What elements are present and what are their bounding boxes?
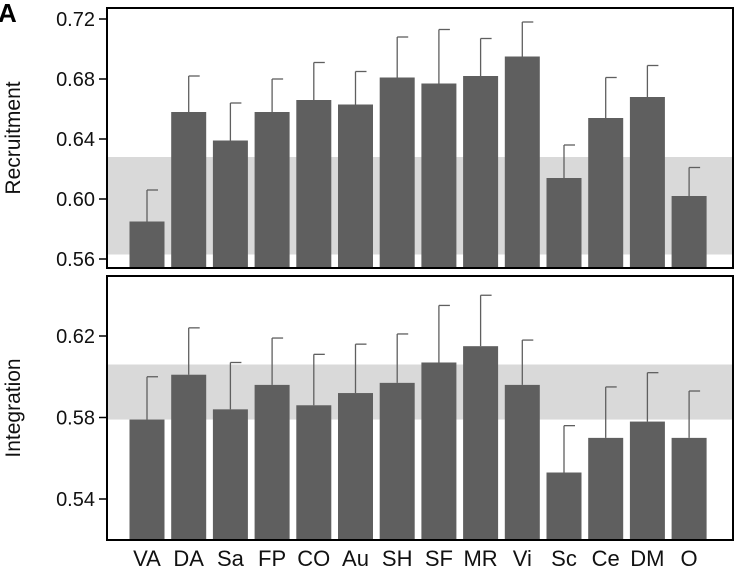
bar-o [671,437,707,540]
category-label-fp: FP [258,546,286,571]
bar-va [129,221,165,268]
category-label-dm: DM [630,546,664,571]
bar-da [171,112,207,268]
bar-o [671,196,707,268]
category-labels: VA DA Sa FP CO Au SH SF MR Vi Sc Ce DM O [133,546,698,571]
bar-sh [379,382,415,540]
bar-au [338,393,373,540]
category-label-sc: Sc [551,546,577,571]
bar-dm [629,421,665,540]
bar-sc [546,178,582,268]
category-label-vi: Vi [513,546,532,571]
category-label-au: Au [342,546,369,571]
bar-ce [588,118,624,268]
bar-va [129,419,165,540]
bar-mr [463,76,499,268]
y-axis-title: Recruitment [2,81,25,194]
category-label-sh: SH [382,546,413,571]
recruitment-panel: 0.56 0.60 0.64 0.68 0.72 Recruitment [2,7,734,271]
panel-letter: A [0,0,17,28]
category-label-va: VA [133,546,161,571]
bar-vi [504,384,540,540]
y-tick-label: 0.62 [56,326,95,348]
y-tick-label: 0.58 [56,408,95,430]
y-tick-label: 0.72 [56,9,95,31]
y-tick-label: 0.54 [56,489,95,511]
bar-sf [421,362,457,540]
bar-da [171,374,207,540]
y-tick-label: 0.64 [56,129,95,151]
bar-fp [254,384,290,540]
bar-sc [546,472,582,540]
bar-sa [212,409,248,540]
bar-ce [588,437,624,540]
y-tick-label: 0.56 [56,249,95,271]
reference-band [107,157,733,255]
plot-frame [106,7,734,269]
category-label-sa: Sa [217,546,245,571]
bar-fp [254,112,290,268]
bar-vi [504,56,540,268]
integration-panel: 0.54 0.58 0.62 Integration [2,275,734,541]
plot-frame [106,275,734,541]
category-label-ce: Ce [592,546,620,571]
category-label-da: DA [173,546,204,571]
y-axis-title: Integration [2,358,25,457]
y-tick-label: 0.60 [56,189,95,211]
bar-sh [379,77,415,268]
bar-au [338,104,373,268]
category-label-sf: SF [425,546,453,571]
bar-co [296,405,332,540]
category-label-co: CO [297,546,330,571]
category-label-mr: MR [463,546,497,571]
bar-sa [212,140,248,268]
bar-dm [629,97,665,268]
category-label-o: O [681,546,698,571]
reference-band [107,364,733,420]
bar-sf [421,83,457,268]
bar-mr [463,346,499,540]
y-tick-label: 0.68 [56,69,95,91]
bar-co [296,100,332,268]
